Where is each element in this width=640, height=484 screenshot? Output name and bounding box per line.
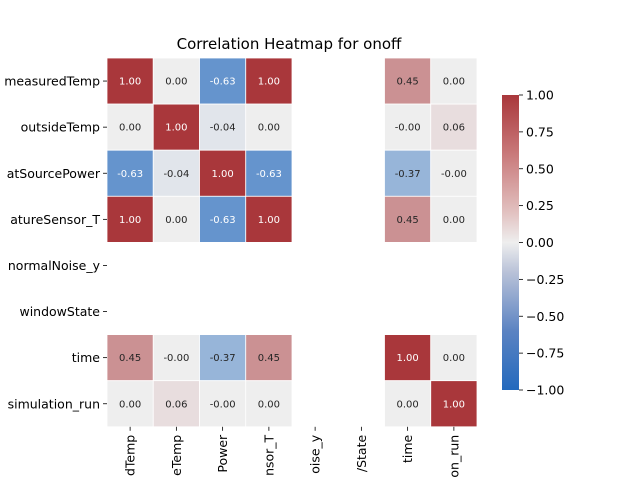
colorbar-tick-label: 0.25 <box>526 198 554 213</box>
cell-annotation: 0.06 <box>443 123 465 134</box>
cell-annotation: 1.00 <box>443 399 465 410</box>
cell-annotation: 0.45 <box>258 353 280 364</box>
row-tick-label: normalNoise_y <box>8 258 101 273</box>
column-tick-label: on_run <box>446 435 461 478</box>
cell-annotation: -0.63 <box>117 169 143 180</box>
cell-annotation: -0.63 <box>256 169 282 180</box>
cell-annotation: 1.00 <box>165 123 187 134</box>
cell-annotation: 0.00 <box>396 399 418 410</box>
colorbar <box>502 95 519 390</box>
row-tick-label: measuredTemp <box>4 74 100 89</box>
column-tick-label: /State <box>354 435 369 473</box>
row-tick-label: windowState <box>19 304 100 319</box>
heatmap-cell <box>384 149 432 197</box>
heatmap-cell <box>430 103 478 151</box>
cell-annotation: -0.63 <box>210 77 236 88</box>
colorbar-tick-label: 1.00 <box>526 88 554 103</box>
column-tick-label: eTemp <box>169 435 184 476</box>
cell-annotation: 0.00 <box>443 215 465 226</box>
cell-annotation: -0.37 <box>395 169 421 180</box>
column-tick-label: dTemp <box>123 435 138 476</box>
heatmap-cell <box>106 334 154 382</box>
cell-annotation: -0.04 <box>210 123 236 134</box>
column-tick-label: oise_y <box>308 434 323 474</box>
heatmap-cell <box>245 334 293 382</box>
cell-annotation: -0.37 <box>210 353 236 364</box>
heatmap-cell <box>106 195 154 243</box>
chart-title: Correlation Heatmap for onoff <box>177 35 402 53</box>
cell-annotation: 0.00 <box>165 215 187 226</box>
heatmap-cell <box>199 57 247 105</box>
heatmap-cell <box>245 195 293 243</box>
cell-annotation: 0.45 <box>396 215 418 226</box>
heatmap-cell <box>152 149 200 197</box>
colorbar-tick-label: −0.75 <box>526 346 564 361</box>
heatmap-cells: 1.00 0.00 -0.63 1.00 0.45 0.00 0.00 1.00 -0.04 0.… <box>106 57 478 428</box>
cell-annotation: 1.00 <box>119 215 141 226</box>
row-tick-labels: measuredTemp outsideTemp atSourcePower atur… <box>4 74 107 411</box>
cell-annotation: 1.00 <box>258 77 280 88</box>
heatmap-cell <box>245 149 293 197</box>
cell-annotation: 1.00 <box>119 77 141 88</box>
heatmap-cell <box>430 380 478 428</box>
heatmap-cell <box>430 149 478 197</box>
colorbar-tick-label: −1.00 <box>526 383 564 398</box>
row-tick-label: simulation_run <box>8 396 100 411</box>
heatmap-cell <box>245 57 293 105</box>
colorbar-tick-label: 0.00 <box>526 235 554 250</box>
heatmap-cell <box>430 195 478 243</box>
cell-annotation: 0.00 <box>119 399 141 410</box>
heatmap-cell <box>430 334 478 382</box>
cell-annotation: -0.00 <box>441 169 467 180</box>
colorbar-tick-label: −0.50 <box>526 309 564 324</box>
colorbar-tick-label: 0.75 <box>526 124 554 139</box>
colorbar-tick-labels: 1.00 0.75 0.50 0.25 0.00 −0.25 −0.50 −0.75 −1.00 <box>519 88 564 398</box>
row-tick-label: atureSensor_T <box>10 212 100 227</box>
cell-annotation: 0.00 <box>443 77 465 88</box>
heatmap-cell <box>199 334 247 382</box>
cell-annotation: -0.00 <box>395 123 421 134</box>
cell-annotation: 0.00 <box>443 353 465 364</box>
heatmap-cell <box>106 57 154 105</box>
heatmap-cell <box>106 380 154 428</box>
row-tick-label: time <box>72 350 101 365</box>
heatmap-cell <box>430 57 478 105</box>
heatmap-cell <box>152 57 200 105</box>
cell-annotation: 0.45 <box>396 77 418 88</box>
cell-annotation: 1.00 <box>396 353 418 364</box>
cell-annotation: -0.00 <box>163 353 189 364</box>
cell-annotation: 0.00 <box>119 123 141 134</box>
cell-annotation: 0.00 <box>258 123 280 134</box>
cell-annotation: 1.00 <box>211 169 233 180</box>
cell-annotation: 0.00 <box>258 399 280 410</box>
column-tick-label: Power <box>215 434 230 473</box>
row-tick-label: outsideTemp <box>21 120 100 135</box>
heatmap-cell <box>152 103 200 151</box>
cell-annotation: -0.63 <box>210 215 236 226</box>
heatmap-cell <box>199 195 247 243</box>
column-tick-label: nsor_T <box>261 434 276 475</box>
colorbar-tick-label: 0.50 <box>526 161 554 176</box>
cell-annotation: 0.00 <box>165 77 187 88</box>
heatmap-cell <box>384 195 432 243</box>
column-tick-labels: dTemp eTemp Power nsor_T oise_y/State time on_… <box>123 426 461 478</box>
colorbar-tick-label: −0.25 <box>526 272 564 287</box>
cell-annotation: 1.00 <box>258 215 280 226</box>
cell-annotation: -0.04 <box>163 169 189 180</box>
heatmap-cell <box>245 103 293 151</box>
heatmap-cell <box>152 195 200 243</box>
row-tick-label: atSourcePower <box>7 166 101 181</box>
colorbar-gradient <box>502 95 519 390</box>
cell-annotation: -0.00 <box>210 399 236 410</box>
cell-annotation: 0.45 <box>119 353 141 364</box>
cell-annotation: 0.06 <box>165 399 187 410</box>
column-tick-label: time <box>400 434 415 463</box>
heatmap-cell <box>384 334 432 382</box>
